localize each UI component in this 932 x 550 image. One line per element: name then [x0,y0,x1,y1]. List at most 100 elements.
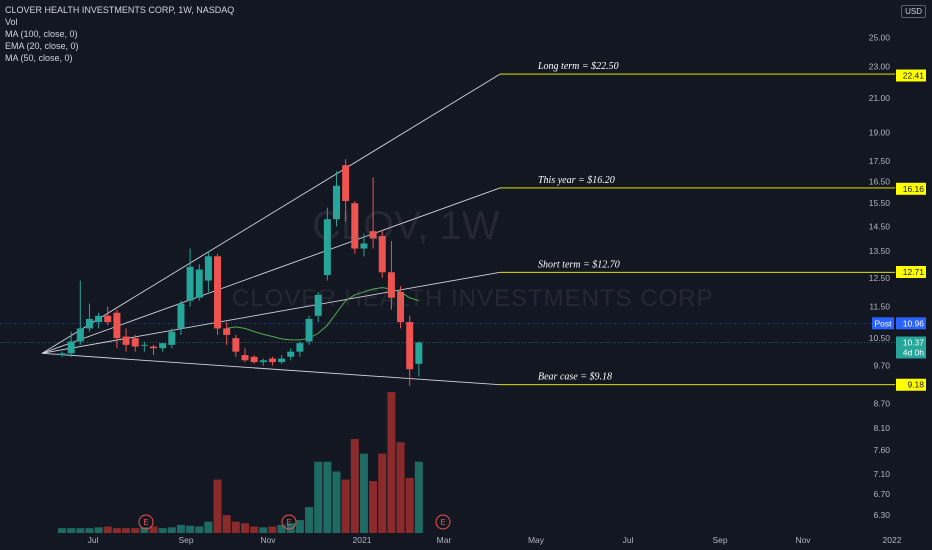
candle-body [323,219,331,276]
volume-bar [396,442,405,533]
y-tick-label: 11.50 [869,302,890,312]
volume-bar [332,471,341,533]
volume-bar [204,521,213,533]
candle-body [177,303,185,329]
volume-bar [85,528,94,533]
ema20-line [226,287,420,341]
candle-body [333,185,340,220]
y-tick-label: 9.70 [873,361,890,371]
candle [342,159,350,222]
candle [415,341,423,377]
candle [186,248,194,307]
candle-body [232,338,240,352]
candle-body [360,243,368,249]
candle-body [369,231,377,239]
x-tick-label: 2022 [883,535,902,545]
volume-bar [405,477,414,533]
x-tick-label: Jul [623,535,634,545]
volume-bar [186,525,195,533]
ema20-indicator-label[interactable]: EMA (20, close, 0) [5,41,79,51]
volume-bar [359,453,368,533]
price-label-box [896,182,926,195]
candle-body [186,266,194,301]
candle [360,233,368,257]
fan-line [41,271,501,354]
watermark-symbol: CLOV, 1W [312,204,500,248]
price-label: 16.16 [903,184,925,194]
volume-indicator-label[interactable]: Vol [5,17,18,27]
candle [268,356,276,366]
y-tick-label: 25.00 [869,33,891,43]
price-label: 10.96 [903,318,925,328]
candle-body [195,269,203,298]
volume-bar [341,479,350,533]
price-label-box [896,69,926,82]
volume-bar [112,528,121,533]
candle [305,315,313,345]
earnings-marker [435,514,451,530]
volume-bar [268,526,277,533]
price-label: 10.37 [903,338,925,348]
price-label: 12.71 [903,267,925,277]
ma100-indicator-label[interactable]: MA (100, close, 0) [5,29,78,39]
volume-bar [369,481,378,533]
volume-bar [195,526,204,533]
candle [58,351,66,357]
candle [76,280,84,345]
volume-bar [149,526,158,533]
candle-body [168,331,176,345]
watermark-name: CLOVER HEALTH INVESTMENTS CORP [232,285,714,312]
volume-bar [94,527,103,533]
volume-bar [67,528,76,533]
volume-bar [414,461,423,533]
candle [85,303,93,332]
candle [397,286,405,329]
candle [168,328,176,349]
y-tick-label: 7.60 [873,445,890,455]
candle-body [76,328,84,342]
candle [113,309,121,349]
earnings-marker-label: E [440,518,445,527]
candle [232,334,240,357]
candle-body [241,355,249,361]
fan-line [41,352,501,386]
chart-title: CLOVER HEALTH INVESTMENTS CORP, 1W, NASD… [5,5,235,15]
ma50-indicator-label[interactable]: MA (50, close, 0) [5,53,73,63]
candle [259,358,267,366]
price-label-box [896,265,926,278]
volume-bar [314,461,323,533]
post-tag-label: Post [874,318,892,328]
candle-body [250,356,258,363]
candle-body [259,360,267,363]
candle-body [415,342,423,364]
price-label: 22.41 [903,71,925,81]
candle [95,312,103,329]
candle [195,264,203,301]
volume-bar [103,526,112,533]
y-tick-label: 7.10 [873,469,890,479]
y-tick-label: 19.00 [869,128,891,138]
candle [159,343,167,352]
candle [122,328,130,352]
post-tag [872,317,894,330]
y-tick-label: 14.50 [869,221,891,231]
candle-body [104,315,112,323]
volume-bar [176,524,185,533]
candle-body [159,343,167,349]
candle-body [351,203,359,249]
candle-body [278,358,286,363]
volume-bar [231,521,240,533]
candle [351,201,359,254]
y-tick-label: 10.50 [869,333,891,343]
candle [278,355,286,364]
y-tick-label: 8.10 [873,423,890,433]
currency-button[interactable]: USD [901,5,926,18]
candle [333,171,340,227]
candle-body [140,344,148,346]
candle [406,315,414,386]
candle-body [95,315,103,323]
y-tick-label: 6.70 [873,489,890,499]
volume-bar [158,528,167,533]
volume-bar [58,528,66,533]
